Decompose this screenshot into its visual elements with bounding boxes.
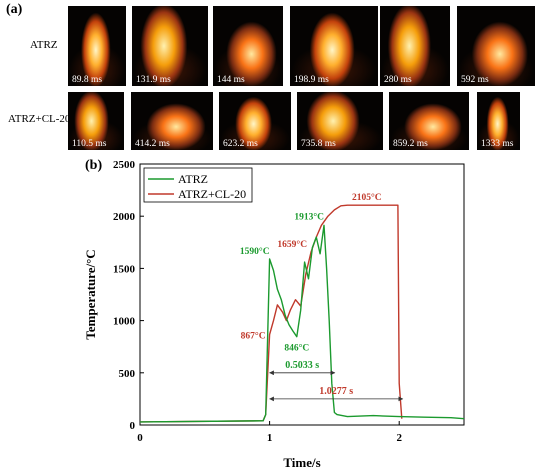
x-tick-label: 0 — [137, 432, 143, 444]
y-tick-label: 1500 — [113, 263, 136, 275]
flame-frame: 280 ms — [380, 6, 450, 86]
duration-label: 1.0277 s — [319, 386, 353, 397]
series-line-atrz-cl-20 — [139, 204, 403, 423]
flame-frame: 623.2 ms — [219, 92, 291, 150]
y-tick-label: 2000 — [113, 211, 136, 223]
x-tick-label: 1 — [267, 432, 273, 444]
y-axis-label: Temperature/°C — [83, 249, 98, 339]
peak-label: 1590°C — [240, 246, 270, 257]
flame-frame: 735.8 ms — [297, 92, 383, 150]
frame-time-label: 623.2 ms — [223, 139, 258, 149]
frame-time-label: 131.9 ms — [136, 75, 171, 85]
y-tick-label: 1000 — [113, 316, 136, 328]
flame-frame: 592 ms — [457, 6, 535, 86]
flame-frame: 414.2 ms — [131, 92, 213, 150]
frame-time-label: 89.8 ms — [72, 75, 103, 85]
flame-frame: 1333 ms — [477, 92, 520, 150]
peak-label: 1913°C — [294, 211, 324, 222]
x-axis-label: Time/s — [283, 455, 320, 470]
flame-frame: 144 ms — [213, 6, 283, 86]
panel-b-label: (b) — [85, 158, 102, 173]
y-tick-label: 0 — [130, 420, 136, 432]
frame-time-label: 144 ms — [217, 75, 245, 85]
plot-frame — [139, 163, 465, 426]
peak-label: 1659°C — [277, 239, 307, 250]
frame-time-label: 110.5 ms — [72, 139, 107, 149]
flame-frame: 110.5 ms — [68, 92, 124, 150]
flame-frame: 131.9 ms — [132, 6, 208, 86]
series-line-atrz — [139, 224, 465, 423]
row-label-atrz: ATRZ — [30, 39, 58, 51]
frame-time-label: 859.2 ms — [393, 139, 428, 149]
peak-label: 2105°C — [352, 192, 382, 203]
row-label-atrz-cl20: ATRZ+CL-20 — [8, 113, 71, 125]
frame-time-label: 280 ms — [384, 75, 412, 85]
legend-entry: ATRZ — [178, 172, 208, 186]
legend-box — [143, 167, 253, 203]
panel-a-label: (a) — [6, 2, 23, 17]
x-tick-label: 2 — [396, 432, 402, 444]
frame-time-label: 198.9 ms — [294, 75, 329, 85]
legend-entry: ATRZ+CL-20 — [178, 187, 246, 201]
y-tick-label: 2500 — [113, 159, 136, 171]
flame-frame: 89.8 ms — [68, 6, 126, 86]
frame-time-label: 735.8 ms — [301, 139, 336, 149]
frame-time-label: 1333 ms — [481, 139, 514, 149]
y-tick-label: 500 — [119, 368, 136, 380]
temperature-chart: (b) 0 500 1000 1500 2000 2500 0 1 2 Time/s Temperat… — [83, 158, 465, 470]
flame-frame: 198.9 ms — [290, 6, 378, 86]
duration-label: 0.5033 s — [285, 360, 319, 371]
frame-time-label: 592 ms — [461, 75, 489, 85]
frame-time-label: 414.2 ms — [135, 139, 170, 149]
flame-frame: 859.2 ms — [389, 92, 469, 150]
peak-label: 846°C — [284, 343, 309, 354]
peak-label: 867°C — [241, 330, 266, 341]
